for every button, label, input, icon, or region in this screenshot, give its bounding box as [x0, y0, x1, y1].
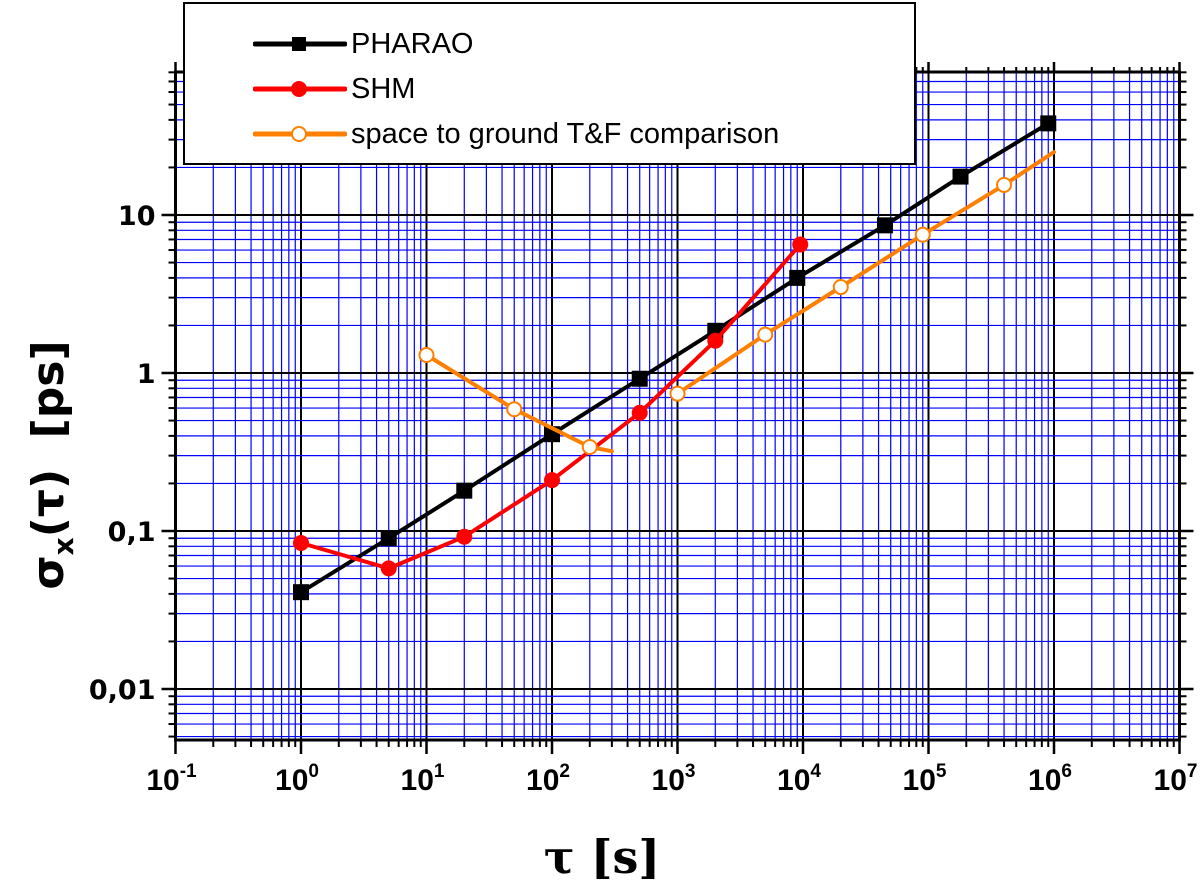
- legend-label: SHM: [351, 72, 416, 105]
- y-tick-label: 10: [118, 201, 156, 232]
- circle-marker-icon: [253, 81, 347, 97]
- y-tick-label: 0,01: [89, 675, 156, 706]
- open-circle-marker-icon: [506, 401, 523, 418]
- x-tick-label: 10-1: [146, 761, 197, 797]
- y-tick-labels: 0,01 0,1 1 10: [89, 201, 156, 706]
- square-marker-icon: [789, 269, 806, 286]
- y-axis-label: σx(τ) [ps]: [23, 255, 93, 675]
- square-marker-icon: [952, 168, 969, 185]
- x-tick-label: 105: [903, 761, 947, 797]
- x-tick-label: 103: [652, 761, 696, 797]
- open-circle-marker-icon: [996, 176, 1013, 193]
- legend-item-shm: SHM: [253, 69, 415, 109]
- circle-marker-icon: [544, 472, 560, 489]
- circle-marker-icon: [707, 332, 724, 349]
- square-marker-icon: [380, 530, 397, 547]
- square-marker-icon: [1040, 115, 1057, 132]
- open-circle-marker-icon: [418, 346, 435, 363]
- square-marker-icon: [456, 482, 473, 499]
- square-marker-icon: [631, 370, 648, 387]
- open-circle-marker-icon: [669, 385, 686, 402]
- x-tick-label: 100: [275, 761, 319, 797]
- grid: [175, 71, 1180, 740]
- open-circle-marker-icon: [757, 326, 774, 343]
- open-circle-marker-icon: [581, 439, 598, 456]
- open-circle-marker-icon: [832, 279, 849, 296]
- square-marker-icon: [253, 37, 347, 51]
- y-tick-label: 1: [137, 359, 156, 390]
- legend-item-space-to-ground: space to ground T&F comparison: [253, 114, 779, 154]
- legend-label: PHARAO: [351, 27, 474, 60]
- legend-label: space to ground T&F comparison: [351, 117, 780, 150]
- circle-marker-icon: [293, 534, 309, 551]
- x-tick-label: 106: [1028, 761, 1072, 797]
- x-tick-label: 102: [526, 761, 570, 797]
- x-tick-labels: 10-1 100 101 102 103 104 105 106 107: [146, 761, 1197, 797]
- open-circle-marker-icon: [914, 226, 931, 243]
- series-space-to-ground-t-f-comparison: [418, 150, 1056, 456]
- open-circle-marker-icon: [253, 126, 347, 142]
- x-axis-label: τ [s]: [543, 830, 661, 884]
- square-marker-icon: [293, 584, 309, 601]
- circle-marker-icon: [792, 236, 809, 253]
- data-series: [293, 115, 1057, 601]
- y-label-sigma: σ: [23, 555, 74, 590]
- y-tick-label: 0,1: [108, 517, 156, 548]
- y-label-subscript: x: [46, 537, 80, 556]
- square-marker-icon: [876, 217, 893, 234]
- x-tick-label: 107: [1154, 761, 1198, 797]
- legend-item-pharao: PHARAO: [253, 24, 473, 64]
- circle-marker-icon: [456, 528, 473, 545]
- circle-marker-icon: [380, 560, 397, 577]
- x-tick-label: 101: [401, 761, 445, 797]
- legend: PHARAO SHM space to ground T&F compariso…: [183, 2, 916, 165]
- series-pharao: [293, 115, 1057, 601]
- circle-marker-icon: [631, 404, 648, 421]
- y-label-rest: (τ) [ps]: [23, 340, 74, 538]
- series-shm: [293, 236, 809, 577]
- x-tick-label: 104: [777, 761, 821, 797]
